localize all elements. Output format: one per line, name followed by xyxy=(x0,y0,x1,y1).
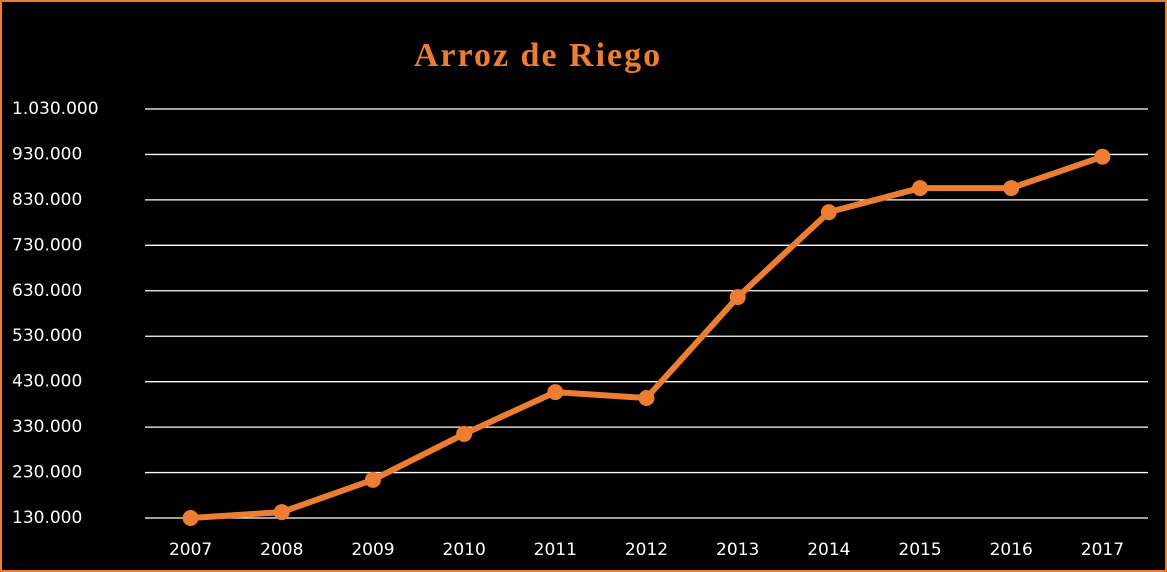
data-point xyxy=(912,180,929,197)
y-tick-label: 830.000 xyxy=(12,190,82,210)
x-tick-label: 2015 xyxy=(898,540,941,560)
y-tick-label: 730.000 xyxy=(12,235,82,255)
data-point xyxy=(820,204,837,221)
data-point xyxy=(1003,180,1020,197)
data-point xyxy=(273,504,290,521)
y-tick-label: 930.000 xyxy=(12,144,82,164)
x-tick-label: 2013 xyxy=(716,540,759,560)
data-point xyxy=(547,384,564,401)
x-tick-label: 2008 xyxy=(260,540,303,560)
y-tick-label: 430.000 xyxy=(12,372,82,392)
data-point xyxy=(1094,148,1111,165)
x-tick-label: 2012 xyxy=(625,540,668,560)
data-point xyxy=(364,471,381,488)
x-tick-label: 2014 xyxy=(807,540,850,560)
x-tick-label: 2011 xyxy=(534,540,577,560)
x-tick-label: 2010 xyxy=(443,540,486,560)
data-point xyxy=(729,289,746,306)
x-tick-label: 2016 xyxy=(990,540,1033,560)
x-tick-label: 2007 xyxy=(169,540,212,560)
y-tick-label: 330.000 xyxy=(12,417,82,437)
x-tick-label: 2009 xyxy=(351,540,394,560)
y-tick-label: 130.000 xyxy=(12,508,82,528)
data-point xyxy=(638,390,655,407)
y-tick-label: 1.030.000 xyxy=(12,99,99,119)
data-point xyxy=(182,510,199,526)
y-tick-label: 230.000 xyxy=(12,463,82,483)
chart-title: Arroz de Riego xyxy=(414,37,662,74)
data-point xyxy=(456,425,473,442)
y-tick-label: 630.000 xyxy=(12,281,82,301)
y-tick-label: 530.000 xyxy=(12,326,82,346)
x-tick-label: 2017 xyxy=(1081,540,1124,560)
